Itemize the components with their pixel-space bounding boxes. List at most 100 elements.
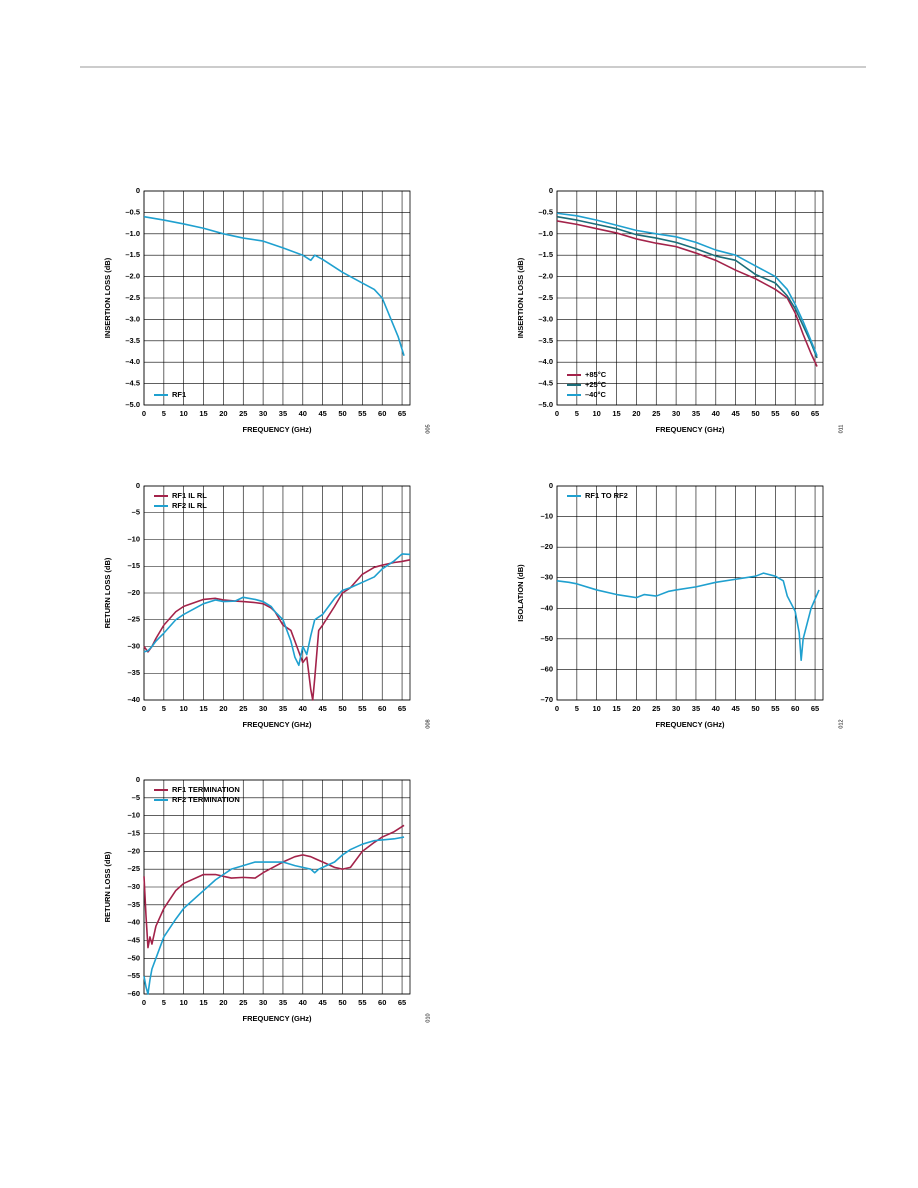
x-axis-label: FREQUENCY (GHz) [242, 720, 312, 729]
y-tick-label: –0.5 [125, 207, 140, 216]
x-tick-label: 5 [162, 409, 166, 418]
x-tick-label: 10 [180, 704, 188, 713]
x-tick-label: 65 [398, 409, 406, 418]
x-tick-label: 45 [318, 704, 326, 713]
x-tick-label: 15 [612, 409, 620, 418]
y-tick-label: –30 [540, 573, 553, 582]
y-tick-label: –5 [132, 508, 140, 517]
x-tick-label: 65 [398, 704, 406, 713]
y-tick-label: –3.5 [538, 336, 553, 345]
x-tick-label: 55 [771, 704, 779, 713]
x-tick-label: 0 [555, 409, 559, 418]
y-tick-label: –50 [127, 953, 140, 962]
x-tick-label: 15 [612, 704, 620, 713]
y-tick-label: –1.0 [125, 229, 140, 238]
x-tick-label: 15 [199, 998, 207, 1007]
x-tick-label: 30 [259, 998, 267, 1007]
x-tick-label: 50 [338, 409, 346, 418]
x-tick-label: 25 [652, 409, 660, 418]
x-tick-label: 15 [199, 409, 207, 418]
x-tick-label: 30 [672, 704, 680, 713]
x-tick-label: 55 [771, 409, 779, 418]
x-tick-label: 25 [239, 998, 247, 1007]
data-line [143, 836, 405, 995]
data-line [556, 572, 820, 662]
plot-frame [143, 190, 411, 406]
x-tick-label: 60 [378, 998, 386, 1007]
x-axis-label: FREQUENCY (GHz) [655, 425, 725, 434]
x-tick-label: 50 [751, 704, 759, 713]
figure-number: 005 [425, 424, 431, 433]
y-tick-label: –70 [540, 695, 553, 704]
x-tick-label: 5 [575, 409, 579, 418]
y-tick-label: –55 [127, 971, 140, 980]
y-axis-label: ISOLATION (dB) [516, 564, 525, 622]
y-tick-label: –35 [127, 668, 140, 677]
x-tick-label: 55 [358, 409, 366, 418]
legend-label: RF2 IL RL [172, 501, 207, 510]
x-tick-label: 40 [299, 409, 307, 418]
y-tick-label: –1.0 [538, 229, 553, 238]
y-tick-label: –5.0 [538, 400, 553, 409]
y-tick-label: –50 [540, 634, 553, 643]
x-tick-label: 50 [338, 998, 346, 1007]
x-axis-label: FREQUENCY (GHz) [242, 1014, 312, 1023]
legend-label: RF1 TO RF2 [585, 491, 628, 500]
y-tick-label: –3.0 [125, 314, 140, 323]
y-tick-label: –60 [127, 989, 140, 998]
legend-label: RF2 TERMINATION [172, 795, 240, 804]
figure-number: 010 [425, 1013, 431, 1022]
x-tick-label: 55 [358, 998, 366, 1007]
x-tick-label: 60 [791, 704, 799, 713]
y-tick-label: –60 [540, 664, 553, 673]
x-tick-label: 10 [593, 704, 601, 713]
figure-number: 011 [838, 425, 844, 434]
y-tick-label: –20 [127, 846, 140, 855]
x-tick-label: 60 [378, 704, 386, 713]
x-tick-label: 35 [279, 704, 287, 713]
y-tick-label: –10 [127, 811, 140, 820]
y-tick-label: –35 [127, 900, 140, 909]
y-tick-label: –4.5 [125, 379, 140, 388]
x-tick-label: 30 [259, 409, 267, 418]
x-tick-label: 55 [358, 704, 366, 713]
y-tick-label: –20 [540, 542, 553, 551]
y-tick-label: –30 [127, 882, 140, 891]
y-axis-label: RETURN LOSS (dB) [103, 851, 112, 922]
x-axis-label: FREQUENCY (GHz) [655, 720, 725, 729]
y-tick-label: 0 [549, 186, 553, 195]
y-tick-label: –4.0 [125, 357, 140, 366]
y-tick-label: –2.0 [125, 272, 140, 281]
y-axis-label: INSERTION LOSS (dB) [103, 257, 112, 338]
y-tick-label: –45 [127, 935, 140, 944]
x-tick-label: 35 [279, 409, 287, 418]
y-tick-label: –15 [127, 828, 140, 837]
x-tick-label: 25 [239, 704, 247, 713]
y-tick-label: –2.0 [538, 272, 553, 281]
y-tick-label: –3.5 [125, 336, 140, 345]
x-tick-label: 20 [219, 409, 227, 418]
y-tick-label: –4.5 [538, 379, 553, 388]
x-tick-label: 40 [299, 704, 307, 713]
x-tick-label: 65 [811, 409, 819, 418]
data-line [143, 553, 411, 667]
y-tick-label: –1.5 [125, 250, 140, 259]
legend-label: RF1 IL RL [172, 491, 207, 500]
x-tick-label: 10 [180, 998, 188, 1007]
y-tick-label: 0 [136, 775, 140, 784]
y-tick-label: –20 [127, 588, 140, 597]
x-tick-label: 35 [279, 998, 287, 1007]
x-tick-label: 5 [162, 704, 166, 713]
figure-number: 012 [838, 719, 844, 728]
legend-label: +85°C [585, 370, 607, 379]
x-tick-label: 40 [712, 704, 720, 713]
x-tick-label: 65 [398, 998, 406, 1007]
data-line [143, 559, 411, 701]
y-tick-label: –40 [540, 603, 553, 612]
y-tick-label: 0 [136, 481, 140, 490]
x-tick-label: 45 [731, 409, 739, 418]
x-tick-label: 0 [142, 704, 146, 713]
x-tick-label: 20 [632, 704, 640, 713]
x-tick-label: 0 [142, 998, 146, 1007]
